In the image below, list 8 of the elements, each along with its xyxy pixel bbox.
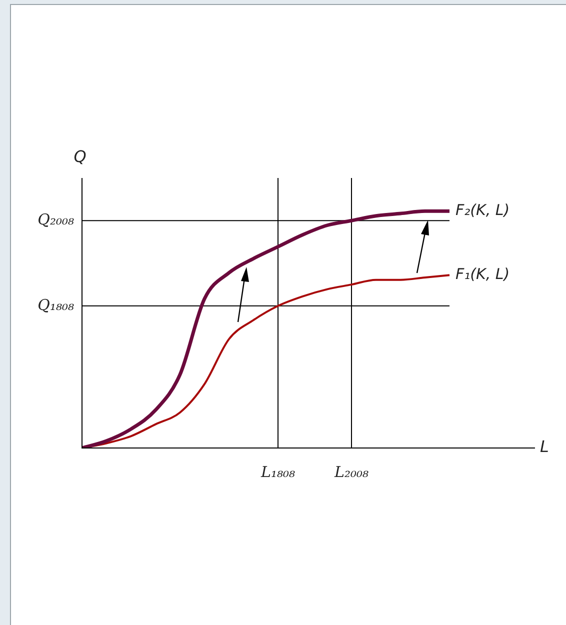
text: L <box>540 437 549 456</box>
x-tick-label: L₂₀₀₈ <box>333 462 369 481</box>
ref-line-label: Q₁₈₀₈ <box>38 296 74 314</box>
ref-line-label: Q₂₀₀₈ <box>38 210 74 229</box>
series-label: F₂(K, L) <box>456 201 510 220</box>
y-axis-title: Q <box>74 147 86 166</box>
x-tick-label: L₁₈₀₈ <box>260 462 296 481</box>
series-label: F₁(K, L) <box>456 264 510 283</box>
